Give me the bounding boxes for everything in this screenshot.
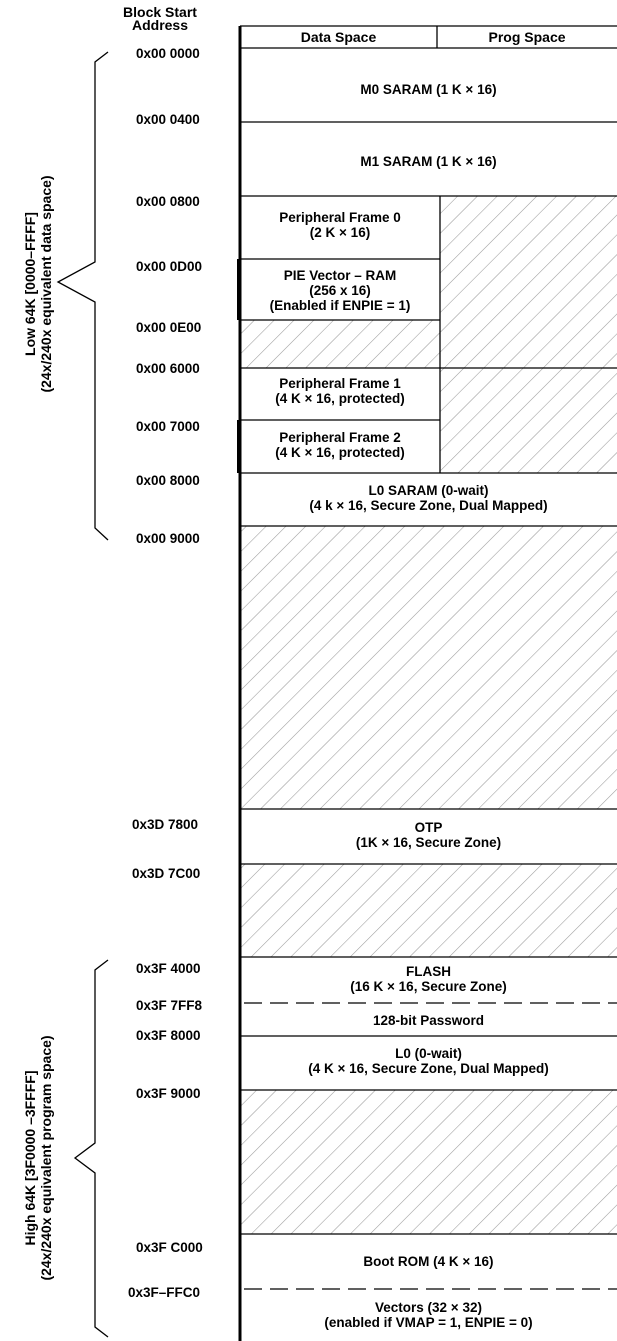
block-peripheral-frame-0: Peripheral Frame 0 (2 K × 16) xyxy=(279,210,401,240)
address-3f-c000: 0x3F C000 xyxy=(136,1240,203,1255)
address-00-7000: 0x00 7000 xyxy=(136,419,200,434)
block-128-bit-password: 128-bit Password xyxy=(372,1013,485,1028)
address-3f-4000: 0x3F 4000 xyxy=(136,961,201,976)
reserved-region-f9000 xyxy=(240,1090,617,1234)
reserved-region-9000 xyxy=(240,526,617,809)
block-vectors: Vectors (32 × 32) (enabled if VMAP = 1, … xyxy=(324,1300,533,1330)
address-3f-7ff8: 0x3F 7FF8 xyxy=(136,998,203,1013)
block-l0-saram: L0 SARAM (0-wait) (4 k × 16, Secure Zone… xyxy=(309,483,548,513)
address-3d-7800: 0x3D 7800 xyxy=(132,817,199,832)
block-flash: FLASH (16 K × 16, Secure Zone) xyxy=(350,964,507,994)
block-pie-vector-ram: PIE Vector – RAM (256 x 16) (Enabled if … xyxy=(269,268,411,313)
block-otp: OTP (1K × 16, Secure Zone) xyxy=(355,820,502,850)
column-header-prog-space: Prog Space xyxy=(488,29,566,45)
reserved-region-0e00 xyxy=(240,320,440,368)
address-00-0d00: 0x00 0D00 xyxy=(136,259,203,274)
block-peripheral-frame-2: Peripheral Frame 2 (4 K × 16, protected) xyxy=(275,430,405,460)
header-line-2: Address xyxy=(131,17,189,33)
reserved-region-prog-peripheral xyxy=(440,196,617,473)
address-00-0000: 0x00 0000 xyxy=(136,46,200,61)
side-label-low-64k: Low 64K [0000–FFFF] (24x/240x equivalent… xyxy=(22,175,54,393)
side-label-high-64k: High 64K [3F0000 –3FFFF] (24x/240x equiv… xyxy=(22,1035,54,1281)
address-00-0e00: 0x00 0E00 xyxy=(136,320,202,335)
block-m0-saram: M0 SARAM (1 K × 16) xyxy=(360,82,497,97)
address-3f-ffc0: 0x3F–FFC0 xyxy=(128,1285,201,1300)
address-3d-7c00: 0x3D 7C00 xyxy=(132,866,201,881)
address-00-9000: 0x00 9000 xyxy=(136,531,200,546)
block-l0: L0 (0-wait) (4 K × 16, Secure Zone, Dual… xyxy=(308,1046,549,1076)
block-m1-saram: M1 SARAM (1 K × 16) xyxy=(360,154,497,169)
address-00-6000: 0x00 6000 xyxy=(136,361,200,376)
column-header-data-space: Data Space xyxy=(300,29,377,45)
header-block-start: Block Start Address xyxy=(100,4,220,33)
header-line-1: Block Start xyxy=(123,4,197,20)
block-boot-rom: Boot ROM (4 K × 16) xyxy=(363,1254,494,1269)
low-64k-brace xyxy=(56,51,109,541)
address-3f-8000: 0x3F 8000 xyxy=(136,1028,201,1043)
block-peripheral-frame-1: Peripheral Frame 1 (4 K × 16, protected) xyxy=(275,376,405,406)
reserved-region-7c00 xyxy=(240,864,617,957)
address-00-8000: 0x00 8000 xyxy=(136,473,200,488)
address-00-0400: 0x00 0400 xyxy=(136,112,200,127)
address-3f-9000: 0x3F 9000 xyxy=(136,1086,201,1101)
address-00-0800: 0x00 0800 xyxy=(136,194,200,209)
high-64k-brace xyxy=(73,959,109,1338)
